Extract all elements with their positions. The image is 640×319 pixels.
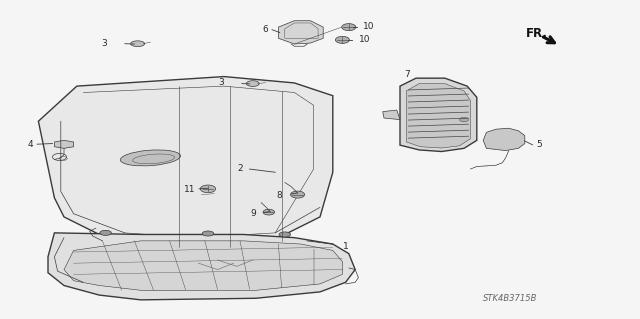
Ellipse shape xyxy=(131,41,145,47)
Text: 4: 4 xyxy=(28,140,33,149)
Text: 6: 6 xyxy=(263,25,268,34)
Polygon shape xyxy=(64,241,342,290)
Text: STK4B3715B: STK4B3715B xyxy=(483,294,538,303)
Polygon shape xyxy=(38,77,333,249)
Text: 2: 2 xyxy=(237,164,243,173)
Ellipse shape xyxy=(335,36,349,43)
Polygon shape xyxy=(383,110,400,120)
Ellipse shape xyxy=(263,209,275,215)
Ellipse shape xyxy=(246,81,259,86)
Polygon shape xyxy=(54,140,74,148)
Ellipse shape xyxy=(342,24,356,31)
Polygon shape xyxy=(400,78,477,152)
Ellipse shape xyxy=(200,185,216,193)
Text: 3: 3 xyxy=(101,39,106,48)
Ellipse shape xyxy=(202,231,214,236)
Text: 9: 9 xyxy=(251,209,256,218)
Ellipse shape xyxy=(279,232,291,237)
Text: 7: 7 xyxy=(404,70,410,79)
Text: 5: 5 xyxy=(536,140,541,149)
Ellipse shape xyxy=(291,191,305,198)
Text: 10: 10 xyxy=(363,22,374,31)
Text: 8: 8 xyxy=(277,191,282,200)
Text: 10: 10 xyxy=(359,35,371,44)
Text: 1: 1 xyxy=(343,242,348,251)
Text: 11: 11 xyxy=(184,185,195,194)
Polygon shape xyxy=(48,233,355,300)
Polygon shape xyxy=(278,21,323,44)
Polygon shape xyxy=(406,84,470,148)
Ellipse shape xyxy=(120,150,180,166)
Polygon shape xyxy=(483,128,525,151)
Text: FR.: FR. xyxy=(526,27,548,40)
Ellipse shape xyxy=(460,117,468,122)
Ellipse shape xyxy=(100,230,111,235)
Text: 3: 3 xyxy=(219,78,224,87)
